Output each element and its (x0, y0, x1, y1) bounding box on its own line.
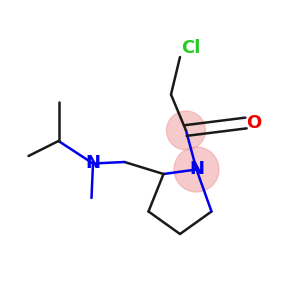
Text: Cl: Cl (181, 39, 200, 57)
Circle shape (167, 111, 206, 150)
Text: O: O (246, 114, 261, 132)
Text: N: N (189, 160, 204, 178)
Circle shape (174, 147, 219, 192)
Text: N: N (85, 154, 100, 172)
